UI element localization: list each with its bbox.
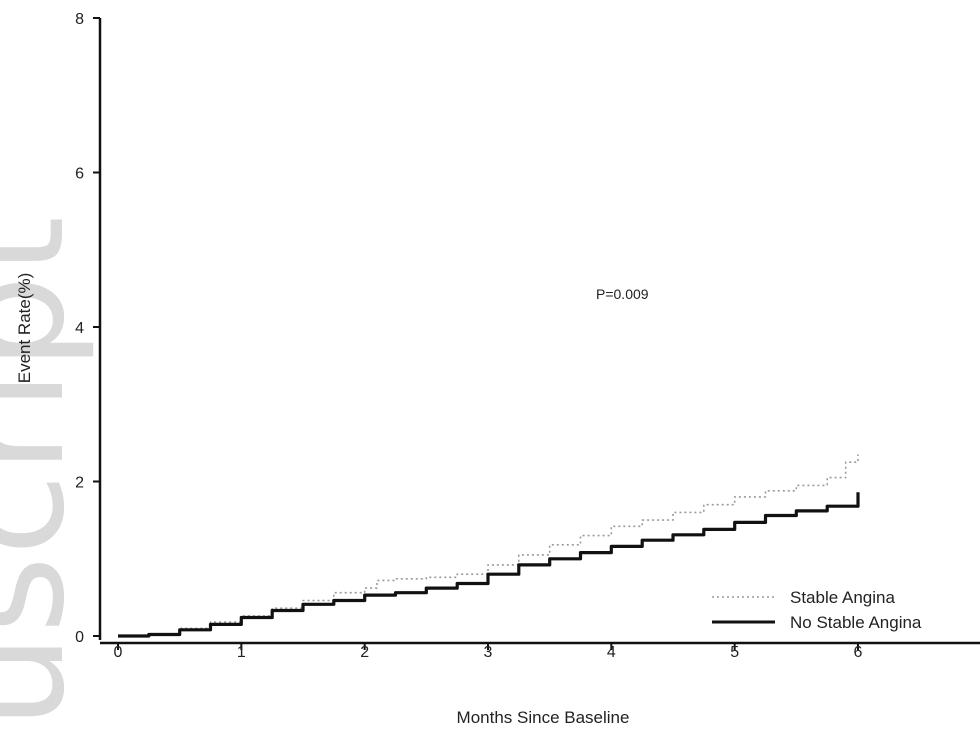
x-ticks: 0 1 2 3 4 5 6 <box>114 643 863 661</box>
series-line-stable-angina <box>118 454 859 637</box>
x-axis-title: Months Since Baseline <box>457 708 630 727</box>
x-tick-label: 0 <box>114 644 123 661</box>
watermark-text: uscript <box>0 216 98 729</box>
x-tick-label: 5 <box>730 644 739 661</box>
axes <box>98 18 980 645</box>
y-ticks: 0 2 4 6 8 <box>75 11 100 646</box>
legend-label-stable-angina: Stable Angina <box>790 588 895 607</box>
y-axis-title: Event Rate(%) <box>15 273 34 384</box>
p-value-annotation: P=0.009 <box>596 286 649 302</box>
x-tick-label: 6 <box>854 644 863 661</box>
y-tick-label: 4 <box>75 320 84 337</box>
series-group <box>118 454 860 638</box>
y-tick-label: 8 <box>75 11 84 28</box>
x-tick-label: 4 <box>607 644 616 661</box>
series-line-no-stable-angina <box>118 492 860 638</box>
legend: Stable Angina No Stable Angina <box>712 588 922 632</box>
legend-label-no-stable-angina: No Stable Angina <box>790 613 922 632</box>
y-tick-label: 2 <box>75 475 84 492</box>
x-tick-label: 3 <box>484 644 493 661</box>
x-tick-label: 1 <box>237 644 246 661</box>
y-tick-label: 6 <box>75 166 84 183</box>
y-tick-label: 0 <box>75 629 84 646</box>
x-tick-label: 2 <box>360 644 369 661</box>
